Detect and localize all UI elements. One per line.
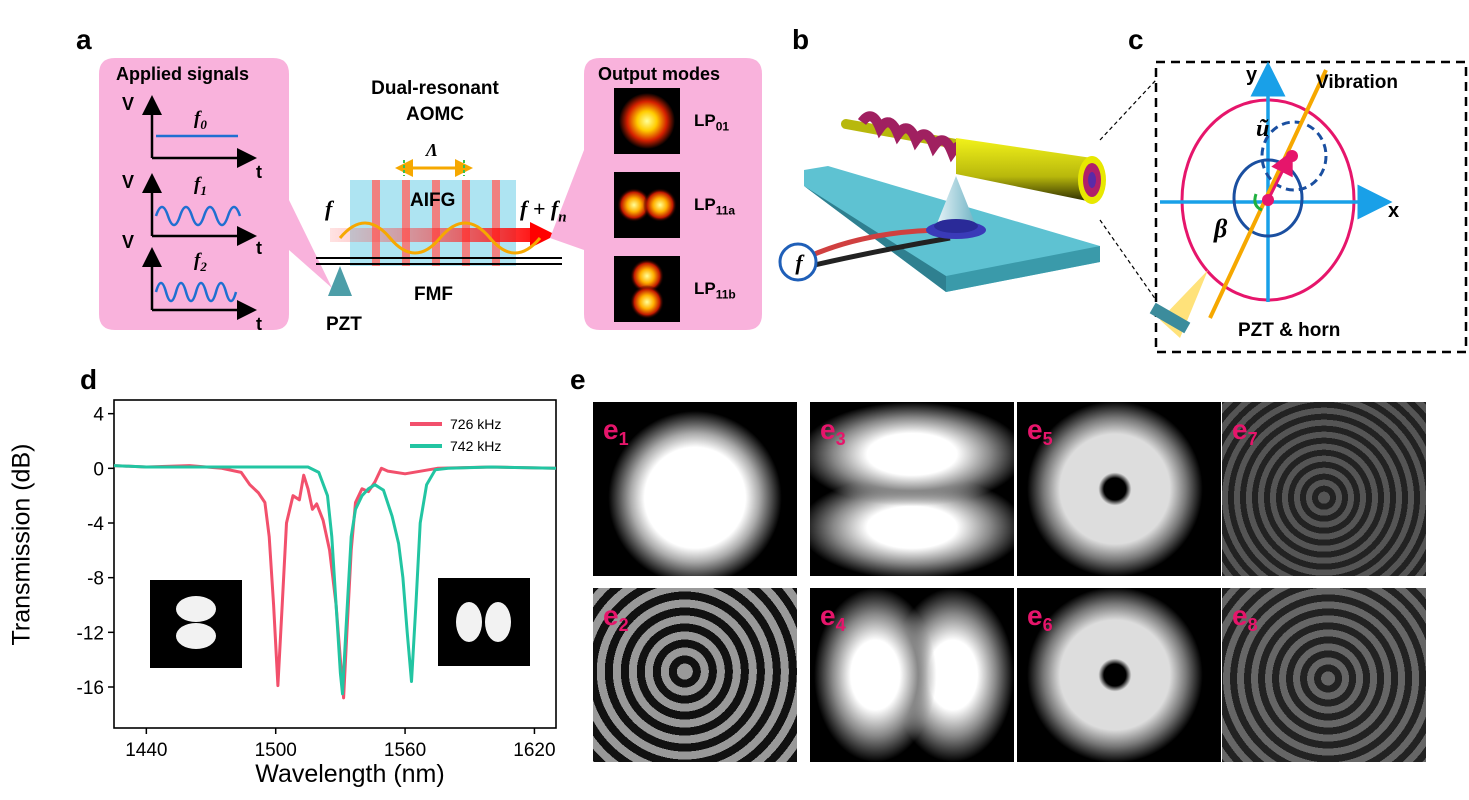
legend-label-1: 742 kHz — [450, 438, 501, 454]
panel-a-schematic — [99, 58, 762, 330]
panel-label-d: d — [80, 364, 98, 395]
signal-f2-label: f2 — [194, 250, 207, 274]
axis-v-label-2: V — [122, 172, 135, 192]
mode-lp11b-image — [614, 256, 680, 322]
mode-image-e7: e7 — [1222, 402, 1426, 576]
chart-series: 726 kHz 742 kHz — [113, 416, 557, 700]
axis-v-label-1: V — [122, 94, 135, 114]
legend-label-0: 726 kHz — [450, 416, 501, 432]
panel-label-c: c — [1128, 24, 1144, 55]
chart-xlabel: Wavelength (nm) — [255, 760, 445, 788]
tile-label-e6: e6 — [1027, 600, 1053, 635]
fmf-label: FMF — [414, 284, 454, 305]
output-modes-title: Output modes — [598, 64, 720, 84]
source-frequency-label: f — [795, 250, 803, 275]
mode-lp11a-image — [614, 172, 680, 238]
inset-mode-lp11a — [438, 578, 530, 666]
axis-t-label-1: t — [256, 162, 262, 182]
mode-image-e1: e1 — [593, 402, 797, 576]
panel-label-e: e — [570, 364, 586, 395]
mode-image-e8: e8 — [1222, 588, 1426, 762]
pzt-triangle — [328, 266, 352, 296]
x-tick-label: 1560 — [384, 740, 426, 761]
y-tick-label: -12 — [77, 623, 104, 644]
mode-image-e2: e2 — [593, 588, 797, 762]
period-label: Λ — [426, 140, 439, 160]
tile-label-e3: e3 — [820, 414, 846, 449]
aomc-title-line1: Dual-resonant — [371, 78, 499, 99]
pzt-label: PZT — [326, 314, 362, 335]
tile-label-e7: e7 — [1232, 414, 1258, 449]
input-beam — [330, 221, 556, 255]
output-frequency-label: f + fn — [520, 196, 567, 226]
y-tick-label: -4 — [87, 514, 104, 535]
signal-f1-label: f1 — [194, 174, 207, 198]
fmf-fiber — [316, 257, 562, 265]
mode-lp11b-label: LP11b — [694, 279, 736, 302]
x-tick-label: 1440 — [125, 740, 167, 761]
axis-v-label-3: V — [122, 232, 135, 252]
applied-signals-title: Applied signals — [116, 64, 250, 84]
vibration-label: Vibration — [1316, 72, 1398, 93]
panel-b-device-illustration — [778, 111, 1106, 292]
panel-label-b: b — [792, 24, 810, 55]
axis-t-label-2: t — [256, 238, 262, 258]
tile-label-e4: e4 — [820, 600, 846, 635]
y-tick-label: 0 — [93, 459, 104, 480]
signal-f2-plot — [142, 247, 257, 320]
tile-label-e1: e1 — [603, 414, 629, 449]
tile-label-e8: e8 — [1232, 600, 1258, 635]
aifg-label: AIFG — [410, 190, 456, 211]
y-tick-label: -16 — [77, 678, 104, 699]
tile-label-e5: e5 — [1027, 414, 1053, 449]
x-axis-label: x — [1388, 200, 1400, 222]
series-line-1 — [113, 464, 557, 696]
series-line-0 — [113, 464, 557, 700]
plot-frame — [113, 399, 557, 729]
mode-lp11a-label: LP11a — [694, 195, 736, 218]
chart-ylabel: Transmission (dB) — [7, 443, 36, 646]
tile-label-e2: e2 — [603, 600, 629, 635]
panel-label-a: a — [76, 24, 92, 55]
inset-mode-lp11b — [150, 580, 242, 668]
x-tick-label: 1620 — [513, 740, 555, 761]
mode-image-e5: e5 — [1017, 402, 1221, 576]
displacement-label: ũ — [1256, 116, 1270, 142]
signal-f0-label: f0 — [194, 108, 207, 132]
mode-image-e4: e4 — [810, 588, 1014, 762]
beta-angle-label: β — [1214, 214, 1228, 243]
aifg-grating — [350, 159, 516, 266]
y-tick-label: 4 — [93, 405, 104, 426]
signal-f0-plot — [142, 95, 257, 168]
panel-c-vibration-diagram — [1099, 60, 1468, 354]
x-tick-label: 1500 — [255, 740, 297, 761]
transmission-chart: 1440 1500 1560 1620 4 0 -4 -8 -12 -16 726 kHz 742 … — [77, 399, 557, 761]
mode-image-e6: e6 — [1017, 588, 1221, 762]
aomc-title-line2: AOMC — [405, 104, 465, 125]
mode-image-e3: e3 — [810, 402, 1014, 576]
axis-t-label-3: t — [256, 314, 262, 334]
y-tick-label: -8 — [87, 569, 104, 590]
mode-lp01-label: LP01 — [694, 111, 730, 134]
input-frequency-label: f — [325, 196, 333, 221]
chart-axes: 1440 1500 1560 1620 4 0 -4 -8 -12 -16 — [77, 399, 557, 761]
mode-lp01-image — [614, 88, 680, 154]
pzt-horn-label: PZT & horn — [1238, 320, 1341, 341]
y-axis-label: y — [1246, 64, 1258, 86]
signal-f1-plot — [142, 173, 257, 246]
